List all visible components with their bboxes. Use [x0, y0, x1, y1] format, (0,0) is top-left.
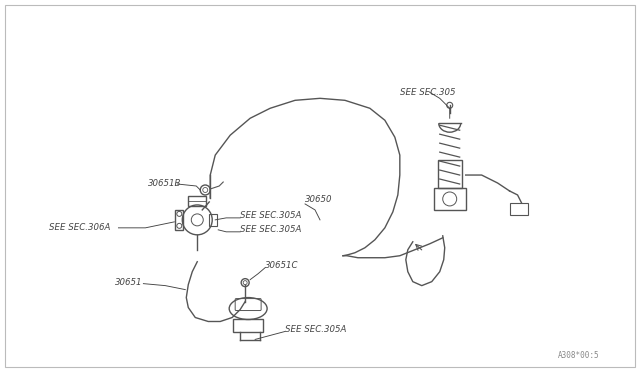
Text: SEE SEC.305A: SEE SEC.305A: [285, 325, 346, 334]
Text: SEE SEC.305A: SEE SEC.305A: [240, 211, 301, 220]
Text: SEE SEC.306A: SEE SEC.306A: [49, 223, 110, 232]
Text: 30651: 30651: [115, 278, 143, 287]
Text: A308*00:5: A308*00:5: [557, 351, 599, 360]
Text: 30650: 30650: [305, 195, 333, 205]
Text: 30651B: 30651B: [148, 179, 182, 187]
Text: 30651C: 30651C: [265, 261, 299, 270]
Text: SEE SEC.305A: SEE SEC.305A: [240, 225, 301, 234]
Text: SEE SEC.305: SEE SEC.305: [400, 88, 455, 97]
